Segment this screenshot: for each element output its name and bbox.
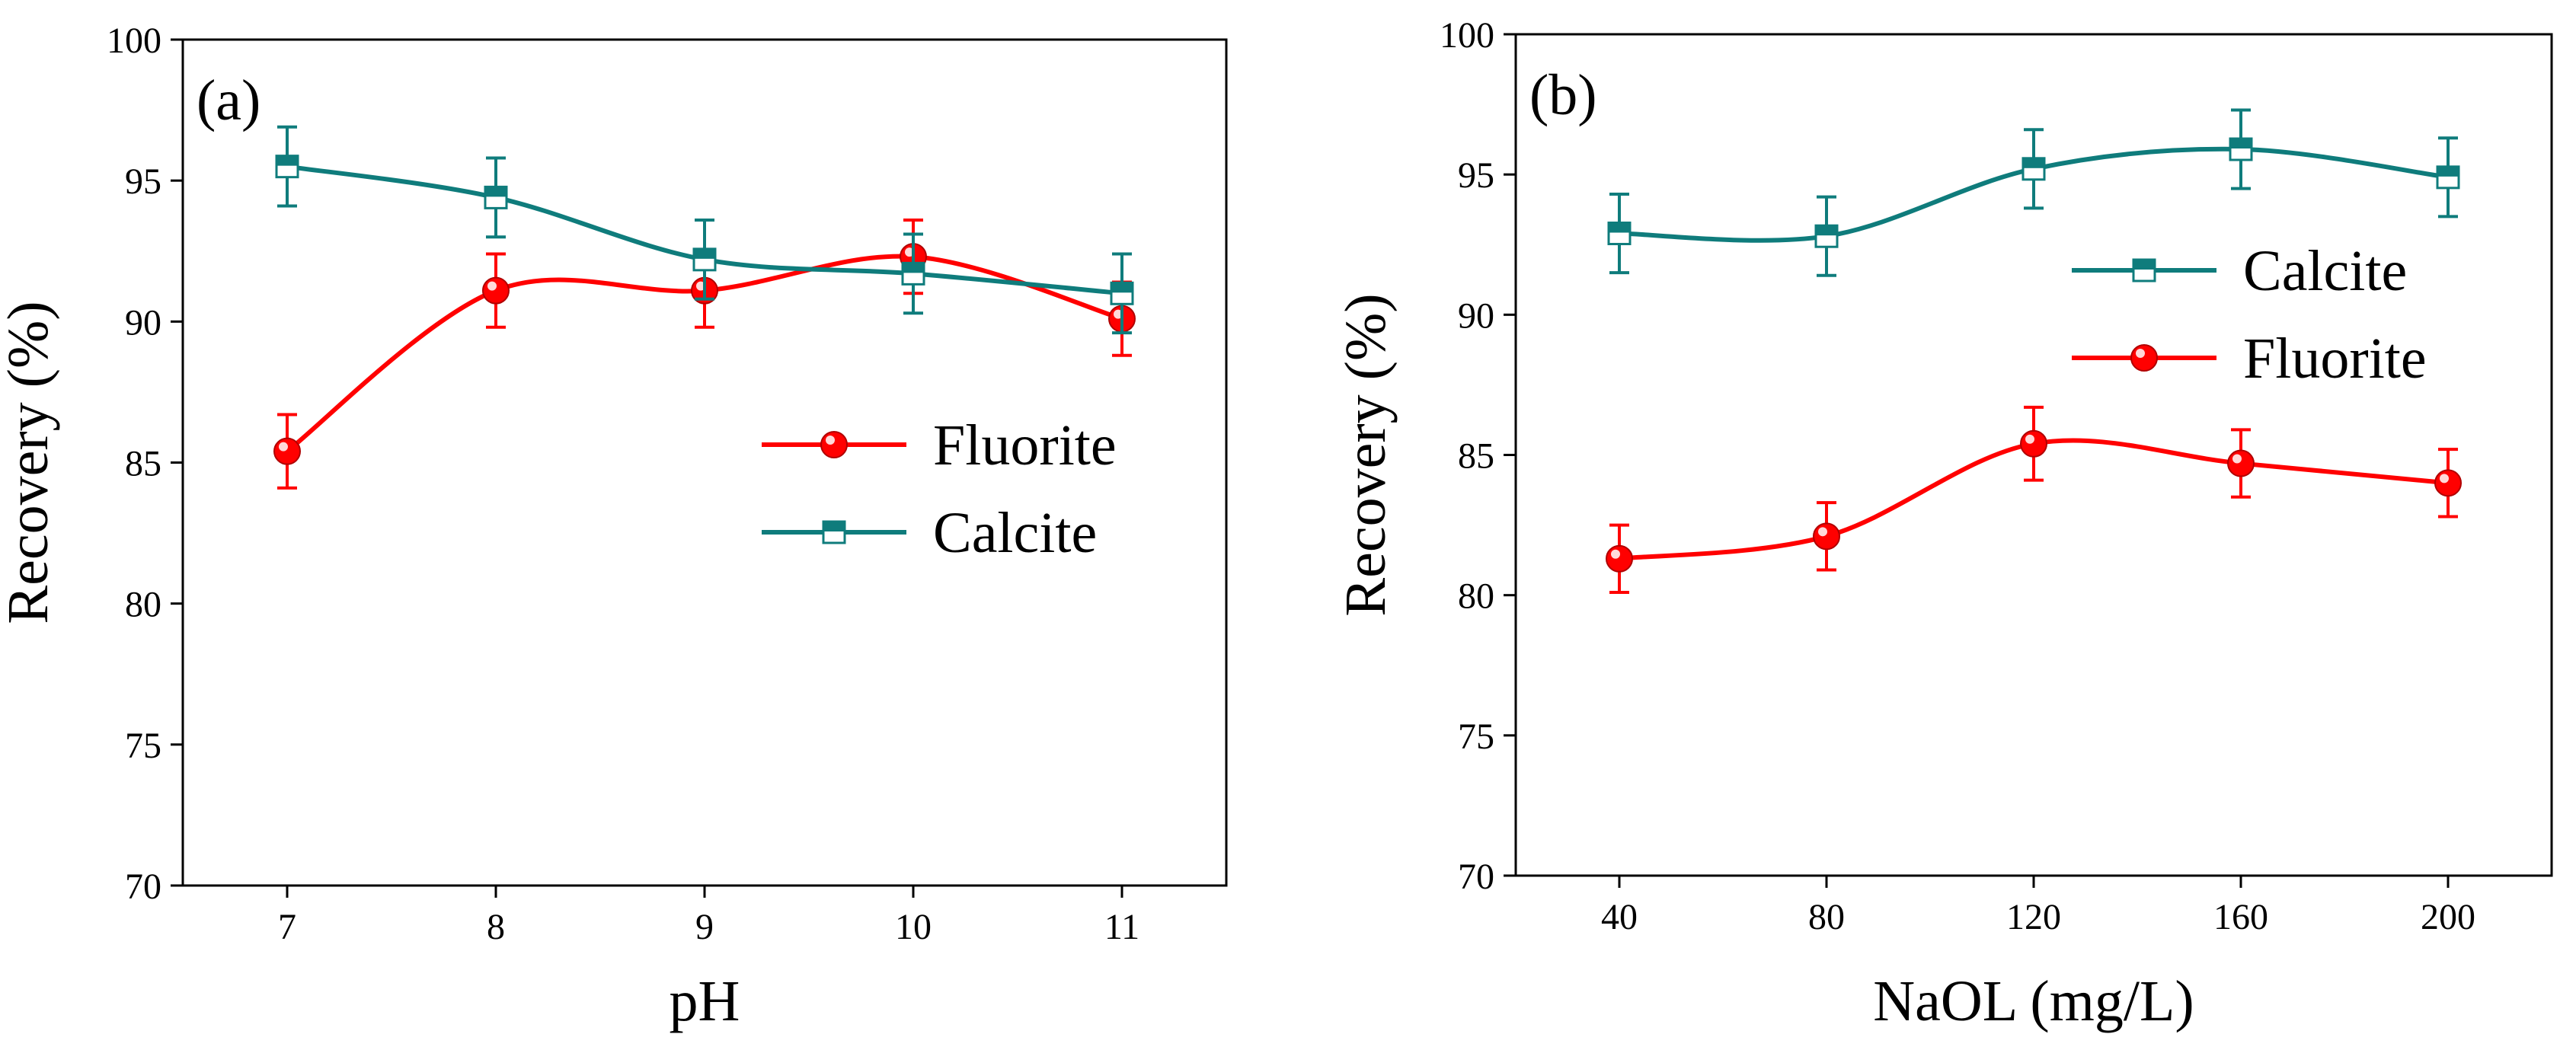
fluorite-point: [2434, 469, 2462, 497]
x-tick-label: 40: [1601, 897, 1638, 937]
x-tick-label: 160: [2213, 897, 2268, 937]
y-tick-label: 95: [125, 161, 161, 202]
x-tick-label: 9: [695, 907, 714, 947]
y-axis-title: Recovery (%): [0, 301, 60, 624]
fluorite-point-highlight: [1611, 549, 1620, 559]
calcite-point-fill: [2230, 139, 2252, 149]
y-tick-label: 75: [1458, 716, 1494, 757]
calcite-point-fill: [2023, 158, 2044, 168]
fluorite-point-highlight: [2232, 454, 2242, 464]
legend-calcite-marker-fill: [823, 522, 845, 531]
fluorite-point-highlight: [2025, 434, 2034, 444]
fluorite-point-highlight: [2440, 474, 2449, 484]
legend-fluorite-label: Fluorite: [2243, 327, 2427, 391]
x-tick-label: 7: [278, 907, 296, 947]
fluorite-point: [482, 276, 510, 305]
legend: Fluorite Calcite: [762, 413, 1117, 565]
calcite-point-fill: [276, 155, 298, 166]
legend-fluorite-label: Fluorite: [933, 413, 1117, 477]
y-tick-label: 70: [125, 866, 161, 907]
y-tick-label: 100: [107, 21, 161, 61]
legend: Calcite Fluorite: [2072, 239, 2427, 391]
calcite-point-fill: [2437, 166, 2459, 177]
y-tick-label: 90: [1458, 295, 1494, 336]
y-axis-title: Recovery (%): [1334, 293, 1398, 616]
calcite-point-fill: [1816, 225, 1837, 236]
x-tick-label: 10: [895, 907, 932, 947]
fluorite-point-highlight: [1818, 527, 1827, 537]
fluorite-point: [2020, 429, 2047, 458]
legend-fluorite-marker: [820, 431, 848, 458]
x-axis-title: pH: [670, 969, 740, 1033]
y-tick-label: 80: [125, 585, 161, 625]
calcite-point-fill: [1111, 282, 1133, 293]
calcite-point-fill: [903, 263, 924, 273]
fluorite-point: [1606, 544, 1633, 573]
x-tick-label: 80: [1808, 897, 1845, 937]
fluorite-point-highlight: [279, 442, 288, 452]
legend-fluorite-marker: [2130, 344, 2158, 372]
y-tick-label: 95: [1458, 155, 1494, 196]
chart-panel-b: 70 75 80 85 90 95 100 40 80 120 160 200 NaOL (mg/L) R…: [1334, 15, 2553, 1033]
series-calcite: [1607, 108, 2460, 277]
fluorite-point-highlight: [487, 281, 497, 291]
calcite-point-fill: [1609, 222, 1630, 233]
x-tick-label: 8: [487, 907, 505, 947]
fluorite-point: [1813, 522, 1840, 551]
y-tick-label: 80: [1458, 576, 1494, 617]
y-tick-label: 85: [1458, 436, 1494, 477]
panel-label: (b): [1529, 63, 1597, 127]
legend-calcite-label: Calcite: [933, 501, 1097, 565]
y-tick-label: 100: [1440, 15, 1494, 56]
y-tick-label: 70: [1458, 857, 1494, 897]
legend-calcite-marker-fill: [2133, 260, 2155, 270]
legend-fluorite-marker-highlight: [826, 436, 835, 445]
x-tick-label: 200: [2421, 897, 2475, 937]
panel-label: (a): [197, 69, 260, 132]
x-tick-label: 120: [2006, 897, 2061, 937]
series-fluorite: [1606, 405, 2462, 594]
y-tick-label: 75: [125, 726, 161, 766]
x-tick-label: 11: [1104, 907, 1139, 947]
legend-calcite-label: Calcite: [2243, 239, 2407, 303]
fluorite-point: [273, 437, 301, 465]
x-axis-title: NaOL (mg/L): [1873, 969, 2194, 1033]
y-tick-label: 90: [125, 302, 161, 343]
calcite-point-fill: [694, 248, 715, 259]
chart-panel-a: 70 75 80 85 90 95 100 7 8 9 10 11 pH Recovery (%) (a) F…: [0, 21, 1228, 1033]
series-calcite: [275, 125, 1134, 335]
legend-fluorite-marker-highlight: [2136, 349, 2145, 358]
fluorite-point: [2227, 449, 2255, 477]
y-tick-label: 85: [125, 444, 161, 484]
calcite-point-fill: [485, 187, 507, 197]
